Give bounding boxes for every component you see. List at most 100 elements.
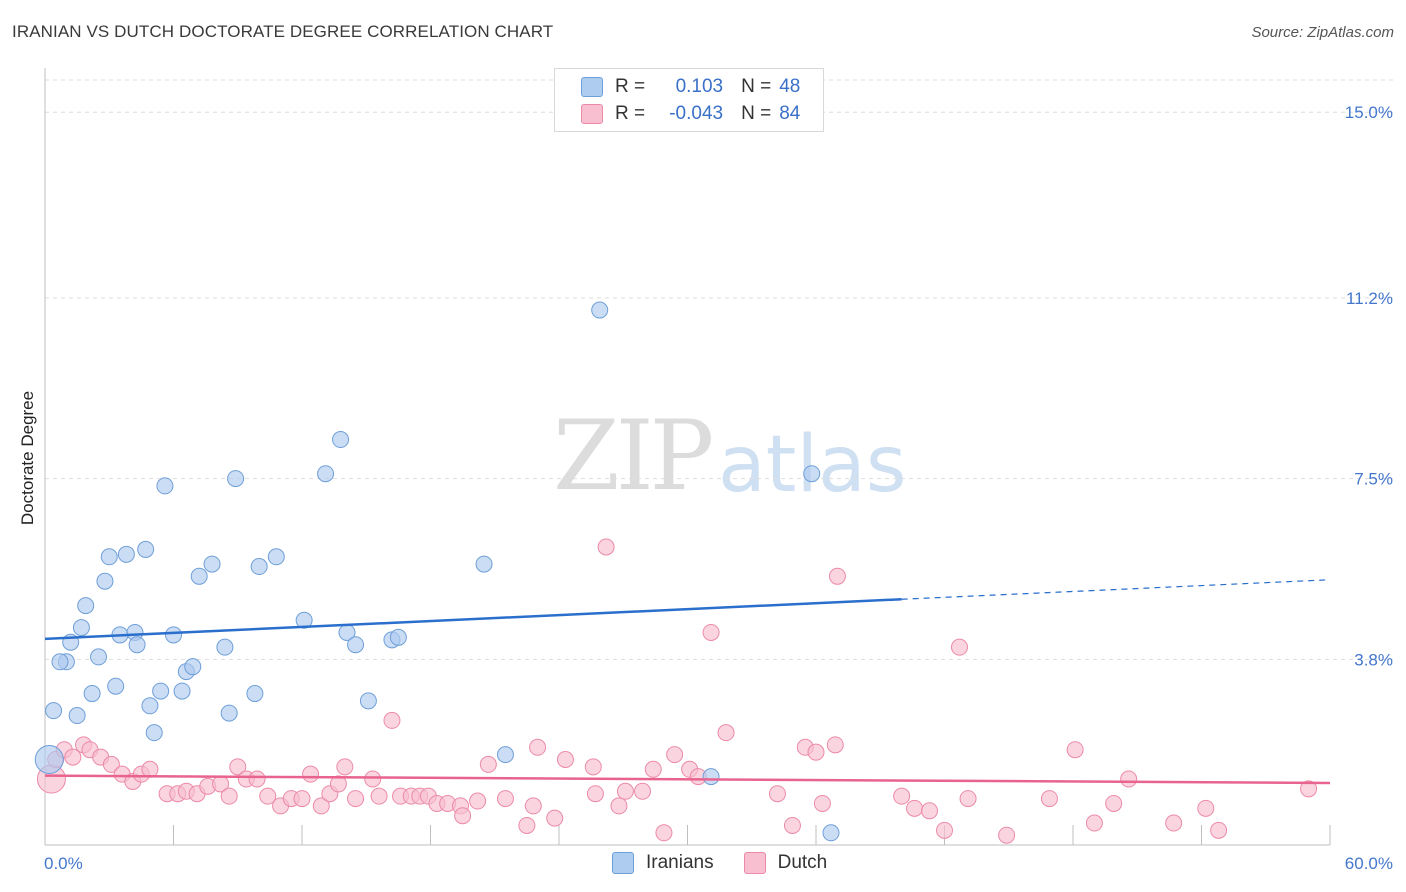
dutch-legend-label: Dutch (777, 852, 828, 873)
iranians-trendline-extension (901, 579, 1331, 600)
dutch-point (259, 787, 277, 805)
dutch-point (1085, 814, 1103, 832)
iranians-point (220, 704, 238, 722)
dutch-point (717, 724, 735, 742)
dutch-point (702, 623, 720, 641)
iranians-point (295, 611, 313, 629)
iranians-legend-swatch (612, 852, 634, 874)
iranians-point (227, 470, 245, 488)
iranians-point (250, 558, 268, 576)
y-tick-label: 15.0% (1345, 103, 1393, 122)
dutch-point (906, 799, 924, 817)
iranians-point (90, 648, 108, 666)
dutch-point (496, 790, 514, 808)
iranians-point (591, 301, 609, 319)
dutch-swatch (581, 104, 603, 124)
dutch-point (102, 755, 120, 773)
dutch-point (813, 794, 831, 812)
legend-n-label: N = (741, 103, 772, 124)
legend-item-iranians[interactable]: Iranians (612, 852, 714, 874)
dutch-point (293, 790, 311, 808)
iranians-point (190, 567, 208, 585)
iranians-legend-label: Iranians (646, 852, 714, 873)
watermark-atlas: atlas (718, 420, 907, 510)
dutch-point (644, 760, 662, 778)
dutch-point (370, 787, 388, 805)
iranians-point (45, 702, 63, 720)
dutch-point (1105, 794, 1123, 812)
dutch-point (1120, 770, 1138, 788)
dutch-point (950, 638, 968, 656)
dutch-point (597, 538, 615, 556)
iranians-point (165, 626, 182, 644)
dutch-point (1210, 821, 1228, 839)
iranians-point (803, 465, 821, 483)
dutch-point (546, 809, 564, 827)
iranians-point (203, 555, 221, 573)
iranians-point (216, 638, 234, 656)
dutch-point (936, 821, 953, 839)
dutch-point (312, 797, 330, 815)
y-tick-label: 3.8% (1354, 650, 1393, 669)
legend-n-value-iranians: 48 (779, 76, 801, 97)
iranians-point (359, 692, 377, 710)
y-tick-label: 11.2% (1346, 289, 1393, 308)
legend-r-label: R = (615, 103, 646, 124)
dutch-point (1066, 741, 1084, 759)
dutch-point (666, 746, 684, 764)
dutch-point (141, 760, 159, 778)
iranians-point (137, 540, 155, 558)
iranians-point (83, 685, 101, 703)
dutch-legend-swatch (743, 852, 766, 874)
iranians-point (145, 724, 163, 742)
dutch-point (1197, 799, 1215, 817)
dutch-point (64, 748, 82, 766)
legend-row-iranians: R = 0.103 N = 48 (581, 75, 800, 99)
chart-title: IRANIAN VS DUTCH DOCTORATE DEGREE CORREL… (12, 22, 554, 41)
dutch-point (807, 743, 825, 761)
iranians-swatch (581, 77, 603, 97)
watermark-zip: ZIP (553, 400, 714, 512)
iranians-point (475, 555, 493, 573)
x-tick-label-end: 60.0% (1345, 854, 1393, 873)
dutch-point (616, 782, 634, 800)
dutch-point (302, 765, 320, 783)
correlation-legend: R = 0.103 N = 48 R = -0.043 N = 84 (554, 68, 824, 132)
legend-n-value-dutch: 84 (779, 103, 801, 124)
iranians-point (496, 746, 514, 764)
dutch-point (959, 790, 977, 808)
dutch-point (584, 758, 602, 776)
dutch-point (921, 802, 939, 820)
source-label: Source: ZipAtlas.com (1251, 24, 1394, 41)
iranians-point (128, 636, 146, 654)
dutch-point (610, 797, 628, 815)
dutch-point (336, 758, 354, 776)
dutch-point (556, 751, 574, 769)
iranians-point (332, 431, 350, 449)
iranians-point (184, 658, 202, 676)
dutch-point (329, 775, 347, 793)
dutch-point (634, 782, 652, 800)
legend-item-dutch[interactable]: Dutch (743, 852, 828, 874)
dutch-point (364, 770, 382, 788)
legend-row-dutch: R = -0.043 N = 84 (581, 102, 800, 126)
dutch-point (248, 770, 266, 788)
dutch-trendline (44, 774, 1331, 785)
iranians-point (34, 745, 64, 775)
iranians-point (822, 824, 840, 842)
dutch-point (998, 826, 1016, 844)
iranians-trendline (44, 598, 902, 641)
iranians-point (77, 597, 95, 615)
legend-r-label: R = (615, 76, 646, 97)
x-tick-label-start: 0.0% (44, 854, 83, 873)
iranians-point (267, 548, 285, 566)
iranians-point (100, 548, 118, 566)
dutch-point (469, 792, 487, 810)
dutch-point (479, 755, 497, 773)
dutch-point (229, 758, 247, 776)
series-legend: Iranians Dutch (612, 852, 857, 874)
dutch-point (383, 711, 401, 729)
dutch-point (220, 787, 238, 805)
legend-n-label: N = (741, 76, 772, 97)
